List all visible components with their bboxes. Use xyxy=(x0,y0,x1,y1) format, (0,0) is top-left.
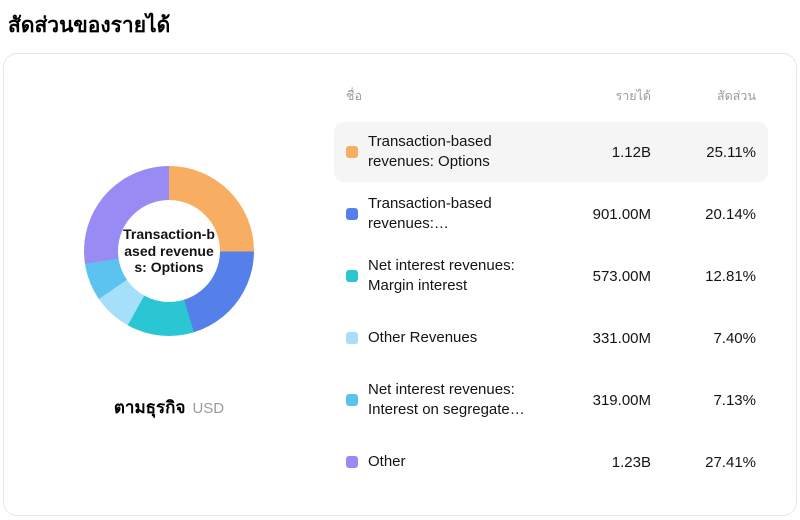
donut-chart-hole: Transaction-based revenues: Options xyxy=(118,200,220,302)
table-header-row: ชื่อ รายได้ สัดส่วน xyxy=(334,74,768,122)
chart-caption: ตามธุรกิจ USD xyxy=(114,394,224,421)
series-share: 12.81% xyxy=(705,267,756,285)
series-share: 25.11% xyxy=(706,143,756,161)
table-row[interactable]: Transaction-based revenues: Options 1.12… xyxy=(334,122,768,182)
donut-center-label: Transaction-based revenues: Options xyxy=(123,226,215,276)
revenue-breakdown-card: Transaction-based revenues: Options ตามธ… xyxy=(3,53,797,516)
series-color-swatch xyxy=(346,456,358,468)
series-share: 7.13% xyxy=(713,391,756,409)
series-revenue: 1.23B xyxy=(611,453,651,471)
series-name: Transaction-based revenues:… xyxy=(368,194,492,232)
header-name: ชื่อ xyxy=(346,89,362,103)
series-revenue: 901.00M xyxy=(592,205,651,223)
table-row[interactable]: Other 1.23B 27.41% xyxy=(334,432,768,492)
series-color-swatch xyxy=(346,208,358,220)
series-share: 27.41% xyxy=(705,453,756,471)
series-color-swatch xyxy=(346,332,358,344)
series-revenue: 573.00M xyxy=(592,267,651,285)
series-color-swatch xyxy=(346,146,358,158)
chart-caption-unit: USD xyxy=(192,400,225,417)
table-row[interactable]: Other Revenues 331.00M 7.40% xyxy=(334,308,768,368)
donut-chart-wrap: Transaction-based revenues: Options xyxy=(84,166,254,336)
table-row[interactable]: Net interest revenues: Interest on segre… xyxy=(334,370,768,430)
series-name: Transaction-based revenues: Options xyxy=(368,132,492,170)
table-rows: Transaction-based revenues: Options 1.12… xyxy=(334,122,768,492)
series-share: 20.14% xyxy=(705,205,756,223)
table-row[interactable]: Net interest revenues: Margin interest 5… xyxy=(334,246,768,306)
series-name: Net interest revenues: Interest on segre… xyxy=(368,380,525,418)
series-name: Other Revenues xyxy=(368,328,478,346)
series-revenue: 1.12B xyxy=(611,143,651,161)
chart-caption-text: ตามธุรกิจ xyxy=(113,398,186,417)
series-revenue: 331.00M xyxy=(592,329,651,347)
series-name: Net interest revenues: Margin interest xyxy=(368,256,515,294)
chart-panel: Transaction-based revenues: Options ตามธ… xyxy=(4,74,334,495)
series-color-swatch xyxy=(346,394,358,406)
series-share: 7.40% xyxy=(713,329,756,347)
series-name: Other xyxy=(368,452,406,470)
header-revenue: รายได้ xyxy=(615,89,651,103)
series-color-swatch xyxy=(346,270,358,282)
series-table: ชื่อ รายได้ สัดส่วน Transaction-based re… xyxy=(334,74,768,495)
series-revenue: 319.00M xyxy=(592,391,651,409)
page-title: สัดส่วนของรายได้ xyxy=(8,14,171,37)
header-share: สัดส่วน xyxy=(717,89,756,103)
table-row[interactable]: Transaction-based revenues:… 901.00M 20.… xyxy=(334,184,768,244)
